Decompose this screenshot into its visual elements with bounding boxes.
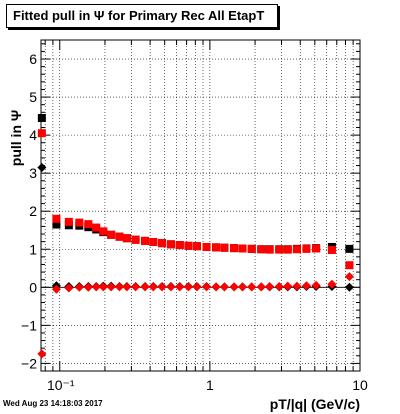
black-square-marker <box>345 244 354 253</box>
black-diamond-marker <box>344 282 354 292</box>
red-diamond-marker <box>122 282 132 292</box>
red-diamond-marker <box>175 282 185 292</box>
red-diamond-marker <box>311 280 321 290</box>
black-diamond-marker <box>37 162 47 172</box>
x-tick-label: 1 <box>206 377 214 393</box>
red-square-marker <box>220 243 229 252</box>
red-square-marker <box>257 245 266 254</box>
red-diamond-marker <box>327 279 337 289</box>
red-square-marker <box>327 246 336 255</box>
red-square-marker <box>192 242 201 251</box>
red-square-marker <box>107 230 116 239</box>
red-diamond-marker <box>238 282 248 292</box>
y-tick-label: 1 <box>29 241 37 257</box>
red-diamond-marker <box>292 281 302 291</box>
red-square-marker <box>37 129 46 138</box>
black-square-marker <box>37 113 46 122</box>
red-diamond-marker <box>131 282 141 292</box>
red-square-marker <box>345 261 354 270</box>
red-square-marker <box>302 244 311 253</box>
red-square-marker <box>238 244 247 253</box>
red-square-marker <box>230 244 239 253</box>
red-diamond-marker <box>83 282 93 292</box>
red-diamond-marker <box>211 282 221 292</box>
red-square-marker <box>141 236 150 245</box>
black-square-marker <box>52 220 61 229</box>
y-tick-label: −2 <box>21 355 37 371</box>
plot-frame <box>40 39 361 372</box>
red-diamond-marker <box>166 282 176 292</box>
red-square-marker <box>283 245 292 254</box>
red-diamond-marker <box>229 282 239 292</box>
x-tick-label: 10 <box>352 377 368 393</box>
y-tick-label: 2 <box>29 203 37 219</box>
red-square-marker <box>122 234 131 243</box>
red-diamond-marker <box>301 281 311 291</box>
red-square-marker <box>184 241 193 250</box>
red-square-marker <box>265 245 274 254</box>
red-square-marker <box>64 217 73 226</box>
red-square-marker <box>52 214 61 223</box>
red-square-marker <box>312 244 321 253</box>
red-diamond-marker <box>274 282 284 292</box>
red-square-marker <box>212 243 221 252</box>
plot-area <box>41 40 360 371</box>
red-square-marker <box>149 238 158 247</box>
red-square-marker <box>158 239 167 248</box>
red-square-marker <box>84 220 93 229</box>
chart-title: Fitted pull in Ψ for Primary Rec All Eta… <box>6 4 278 28</box>
x-tick-label: 10⁻¹ <box>47 377 75 393</box>
red-diamond-marker <box>183 282 193 292</box>
red-square-marker <box>75 218 84 227</box>
red-diamond-marker <box>219 282 229 292</box>
y-axis-label: pull in Ψ <box>8 109 24 167</box>
red-diamond-marker <box>247 282 257 292</box>
red-diamond-marker <box>192 282 202 292</box>
red-diamond-marker <box>140 282 150 292</box>
y-tick-label: 0 <box>29 279 37 295</box>
red-diamond-marker <box>148 282 158 292</box>
y-tick-label: 3 <box>29 165 37 181</box>
y-tick-label: 6 <box>29 51 37 67</box>
red-diamond-marker <box>106 282 116 292</box>
red-square-marker <box>92 223 101 232</box>
y-tick-label: 5 <box>29 89 37 105</box>
red-square-marker <box>166 240 175 249</box>
y-tick-label: 4 <box>29 127 37 143</box>
red-diamond-marker <box>157 282 167 292</box>
y-tick-label: −1 <box>21 317 37 333</box>
red-diamond-marker <box>64 283 74 293</box>
red-diamond-marker <box>74 282 84 292</box>
red-diamond-marker <box>283 281 293 291</box>
red-diamond-marker <box>91 282 101 292</box>
red-square-marker <box>275 245 284 254</box>
red-diamond-marker <box>265 282 275 292</box>
red-square-marker <box>99 227 108 236</box>
red-diamond-marker <box>114 282 124 292</box>
red-square-marker <box>247 244 256 253</box>
red-diamond-marker <box>256 282 266 292</box>
red-diamond-marker <box>202 282 212 292</box>
x-axis-label: pT/|q| (GeV/c) <box>269 396 360 412</box>
red-square-marker <box>115 232 124 241</box>
timestamp: Wed Aug 23 14:18:03 2017 <box>3 399 103 408</box>
red-square-marker <box>131 235 140 244</box>
red-diamond-marker <box>51 284 61 294</box>
red-diamond-marker <box>344 272 354 282</box>
red-square-marker <box>202 242 211 251</box>
red-square-marker <box>292 245 301 254</box>
red-diamond-marker <box>98 282 108 292</box>
red-diamond-marker <box>37 349 47 359</box>
red-square-marker <box>175 241 184 250</box>
